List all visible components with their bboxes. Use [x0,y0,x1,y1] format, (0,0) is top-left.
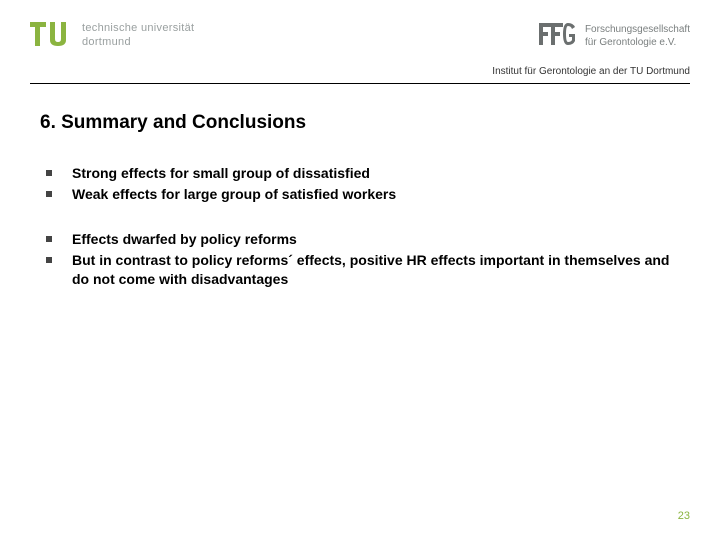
page-title: 6. Summary and Conclusions [40,112,680,134]
bullet-text: Strong effects for small group of dissat… [72,164,370,183]
right-logo-line1: Forschungsgesellschaft [585,23,690,36]
bullet-group-1: Strong effects for small group of dissat… [40,164,680,204]
bullet-icon [46,191,52,197]
ffg-logo-icon [537,19,577,53]
right-logo-line2: für Gerontologie e.V. [585,36,690,49]
left-logo-line2: dortmund [82,36,194,50]
bullet-text: Effects dwarfed by policy reforms [72,230,297,249]
tu-logo-icon [30,18,74,54]
list-item: But in contrast to policy reforms´ effec… [40,251,680,289]
bullet-icon [46,236,52,242]
left-logo-text: technische universität dortmund [82,22,194,50]
bullet-text: But in contrast to policy reforms´ effec… [72,251,680,289]
right-logo-text: Forschungsgesellschaft für Gerontologie … [585,23,690,49]
list-item: Weak effects for large group of satisfie… [40,185,680,204]
institute-label: Institut für Gerontologie an der TU Dort… [0,62,720,83]
left-logo-line1: technische universität [82,22,194,36]
list-item: Effects dwarfed by policy reforms [40,230,680,249]
content-area: 6. Summary and Conclusions Strong effect… [0,84,720,288]
bullet-icon [46,257,52,263]
bullet-icon [46,170,52,176]
page-number: 23 [678,510,690,522]
list-item: Strong effects for small group of dissat… [40,164,680,183]
logo-right: Forschungsgesellschaft für Gerontologie … [537,19,690,53]
logo-left: technische universität dortmund [30,18,194,54]
header: technische universität dortmund Forschun… [0,0,720,62]
bullet-text: Weak effects for large group of satisfie… [72,185,396,204]
bullet-group-2: Effects dwarfed by policy reforms But in… [40,230,680,289]
